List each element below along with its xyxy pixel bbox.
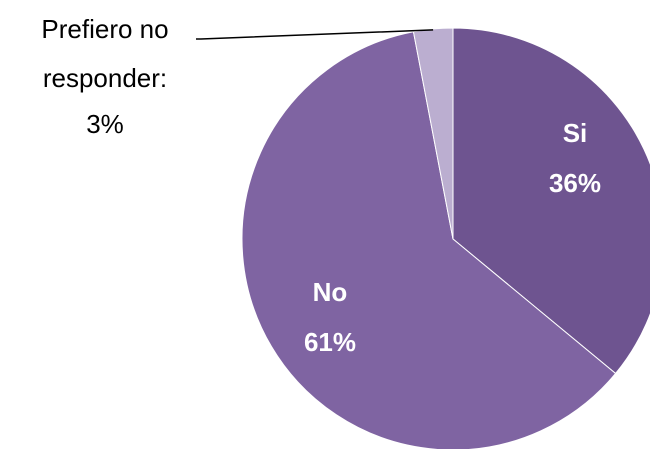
data-label-1-line-0: No xyxy=(313,277,348,307)
data-label-2-line-0: Prefiero no xyxy=(41,14,168,44)
data-label-1-line-1: 61% xyxy=(304,327,356,357)
pie-slice-no xyxy=(241,31,617,449)
data-label-2-line-1: responder: xyxy=(43,63,167,93)
pie-slice-prefiero-no-responder xyxy=(412,27,454,240)
data-label-0-line-0: Si xyxy=(563,118,588,148)
data-label-2-line-2: 3% xyxy=(86,109,124,139)
leader-line-prefiero xyxy=(196,29,434,40)
pie-slice-si xyxy=(452,27,650,375)
data-label-0-line-1: 36% xyxy=(549,168,601,198)
